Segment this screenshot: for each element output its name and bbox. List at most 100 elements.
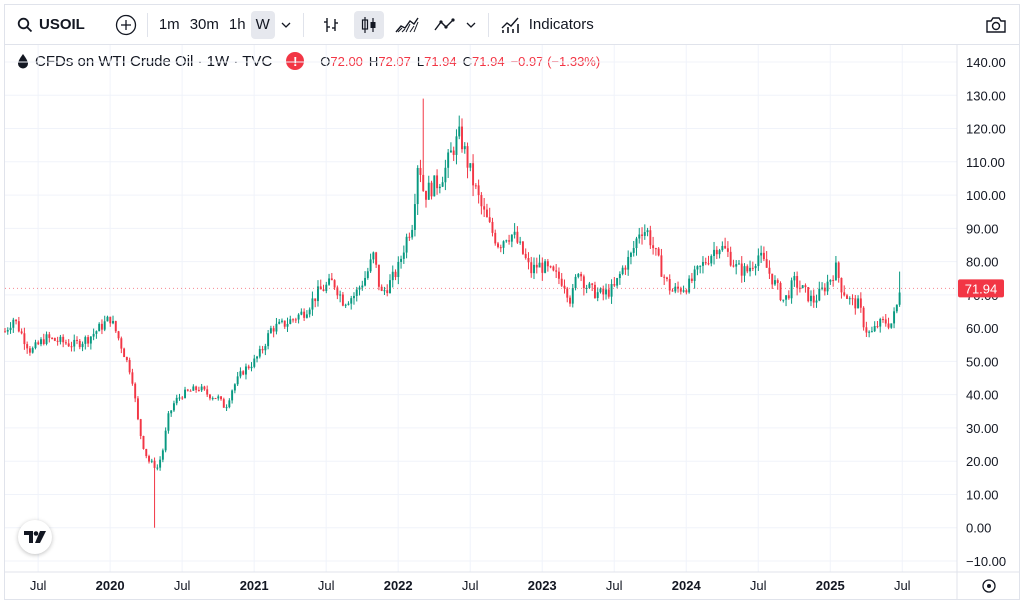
candle-body [411, 229, 414, 238]
candle-body [261, 349, 264, 351]
candle-body [895, 304, 898, 312]
candle-body [632, 248, 635, 253]
candle-body [178, 397, 181, 399]
chart-type-dropdown-button[interactable] [460, 11, 482, 39]
candle-body [577, 273, 580, 277]
candle-body [757, 255, 760, 267]
candle-body [128, 360, 131, 373]
candle-body [893, 311, 896, 324]
symbol-search-button[interactable]: USOIL [17, 11, 85, 39]
candle-body [125, 357, 128, 361]
x-tick-label: 2024 [672, 578, 702, 593]
candle-body [513, 231, 516, 235]
chevron-down-icon [281, 22, 291, 28]
candle-body [682, 290, 685, 292]
candle-body [580, 273, 583, 277]
indicators-button[interactable]: Indicators [495, 11, 600, 39]
candle-body [62, 336, 65, 343]
x-tick-label: Jul [606, 578, 623, 593]
candle-body [527, 258, 530, 263]
candle-body [840, 277, 843, 293]
candle-body [641, 234, 643, 236]
candle-body [624, 267, 627, 270]
candle-body [726, 248, 729, 252]
indicators-label: Indicators [528, 16, 594, 33]
candle-body [217, 396, 220, 399]
interval-1m[interactable]: 1m [158, 16, 180, 33]
candle-body [807, 287, 810, 302]
candle-body [751, 267, 754, 269]
candle-body [618, 274, 621, 279]
y-tick-label: 90.00 [966, 221, 999, 236]
candle-body [447, 152, 450, 168]
bar-style-button[interactable] [316, 11, 346, 39]
line-style-button[interactable] [430, 11, 460, 39]
candle-body [574, 276, 577, 289]
compare-add-button[interactable] [111, 11, 141, 39]
x-tick-label: 2022 [384, 578, 413, 593]
candle-body [181, 397, 184, 399]
candle-body [73, 339, 76, 347]
candle-body [175, 397, 178, 404]
settings-gear-icon[interactable] [982, 579, 996, 593]
candle-body [502, 241, 505, 248]
candle-body [654, 248, 657, 250]
x-tick-label: Jul [750, 578, 767, 593]
interval-w[interactable]: W [250, 10, 275, 39]
candles-style-button[interactable] [353, 10, 384, 39]
y-tick-label: 130.00 [966, 88, 1006, 103]
candle-body [134, 383, 137, 399]
interval-1h[interactable]: 1h [228, 16, 246, 33]
area-chart-icon [395, 17, 419, 32]
candle-body [732, 265, 735, 267]
tradingview-logo[interactable] [18, 520, 52, 554]
candle-body [256, 356, 259, 359]
candle-body [34, 342, 37, 349]
candle-body [646, 230, 649, 233]
candle-body [870, 331, 873, 333]
candle-body [588, 283, 591, 288]
candle-body [882, 319, 884, 321]
y-tick-label: 80.00 [966, 255, 999, 270]
camera-icon [986, 17, 1006, 33]
candle-body [798, 287, 801, 289]
high-label: H [368, 53, 379, 69]
candle-body [488, 217, 491, 222]
candle-body [485, 209, 488, 218]
candle-body [461, 126, 463, 150]
candle-body [264, 346, 267, 351]
candle-body [887, 323, 890, 328]
series-title[interactable]: CFDs on WTI Crude Oil · 1W · TVC [35, 52, 273, 70]
candle-body [538, 262, 541, 268]
candle-body [6, 330, 9, 332]
open-label: O [320, 53, 331, 69]
candle-body [510, 234, 513, 242]
candle-body [100, 323, 103, 330]
interval-dropdown-button[interactable] [275, 11, 297, 39]
candle-body [491, 221, 494, 233]
candle-body [704, 262, 707, 264]
area-style-button[interactable] [392, 11, 422, 39]
toolbar-divider [146, 12, 148, 37]
candle-body [449, 150, 452, 153]
candle-body [638, 234, 641, 239]
candle-body [103, 321, 106, 330]
data-problem-alert-icon[interactable]: ! [286, 52, 305, 70]
candle-body [846, 295, 848, 299]
candle-body [220, 396, 223, 400]
snapshot-button[interactable] [981, 11, 1011, 39]
interval-30m[interactable]: 30m [189, 16, 219, 33]
candle-body [591, 283, 594, 285]
tv-logo-icon [24, 531, 46, 543]
candle-body [898, 292, 901, 305]
candle-body [40, 339, 42, 345]
candle-body [136, 398, 139, 420]
candle-body [145, 448, 148, 457]
candle-body [812, 295, 815, 303]
candle-body [258, 349, 261, 357]
candle-body [771, 273, 774, 285]
x-tick-label: Jul [174, 578, 191, 593]
candle-body [186, 389, 189, 391]
candle-body [477, 185, 480, 196]
